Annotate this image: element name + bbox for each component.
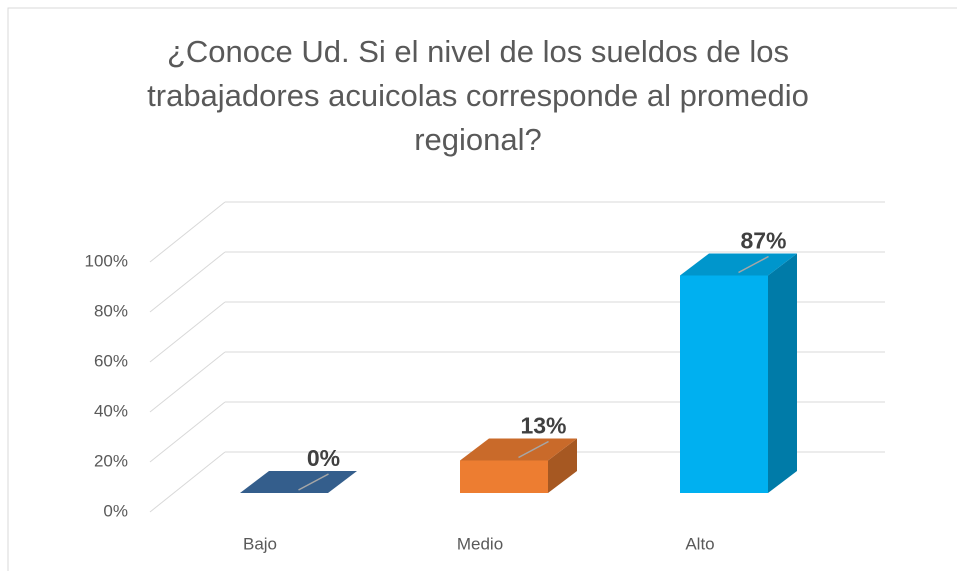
leader-line: [738, 255, 769, 274]
y-tick-label: 60%: [94, 351, 128, 370]
grid-line: [149, 351, 226, 413]
bar-front: [460, 460, 548, 493]
bar-top: [460, 438, 577, 461]
y-tick-label: 40%: [94, 401, 128, 420]
y-tick-label: 100%: [85, 251, 128, 270]
x-tick-label: Medio: [457, 534, 503, 553]
y-tick-label: 80%: [94, 301, 128, 320]
x-tick-label: Bajo: [243, 534, 277, 553]
leader-line: [518, 440, 549, 459]
value-label: 13%: [520, 413, 566, 439]
bar-side: [768, 253, 797, 493]
grid-line: [149, 201, 226, 263]
value-label: 0%: [307, 445, 340, 471]
grid-line: [149, 251, 226, 313]
grid-line: [149, 451, 226, 513]
grid-line: [149, 401, 226, 463]
y-tick-label: 20%: [94, 451, 128, 470]
chart-title: ¿Conoce Ud. Si el nivel de los sueldos d…: [147, 34, 809, 157]
bar-top: [240, 471, 357, 493]
bar-side: [548, 438, 577, 493]
bar-front: [680, 275, 768, 493]
x-tick-label: Alto: [685, 534, 714, 553]
grid-line: [149, 301, 226, 363]
bar-top: [680, 253, 797, 276]
chart-border: [7, 7, 957, 571]
leader-line: [298, 473, 329, 491]
y-tick-label: 0%: [103, 501, 128, 520]
value-label: 87%: [740, 228, 786, 254]
